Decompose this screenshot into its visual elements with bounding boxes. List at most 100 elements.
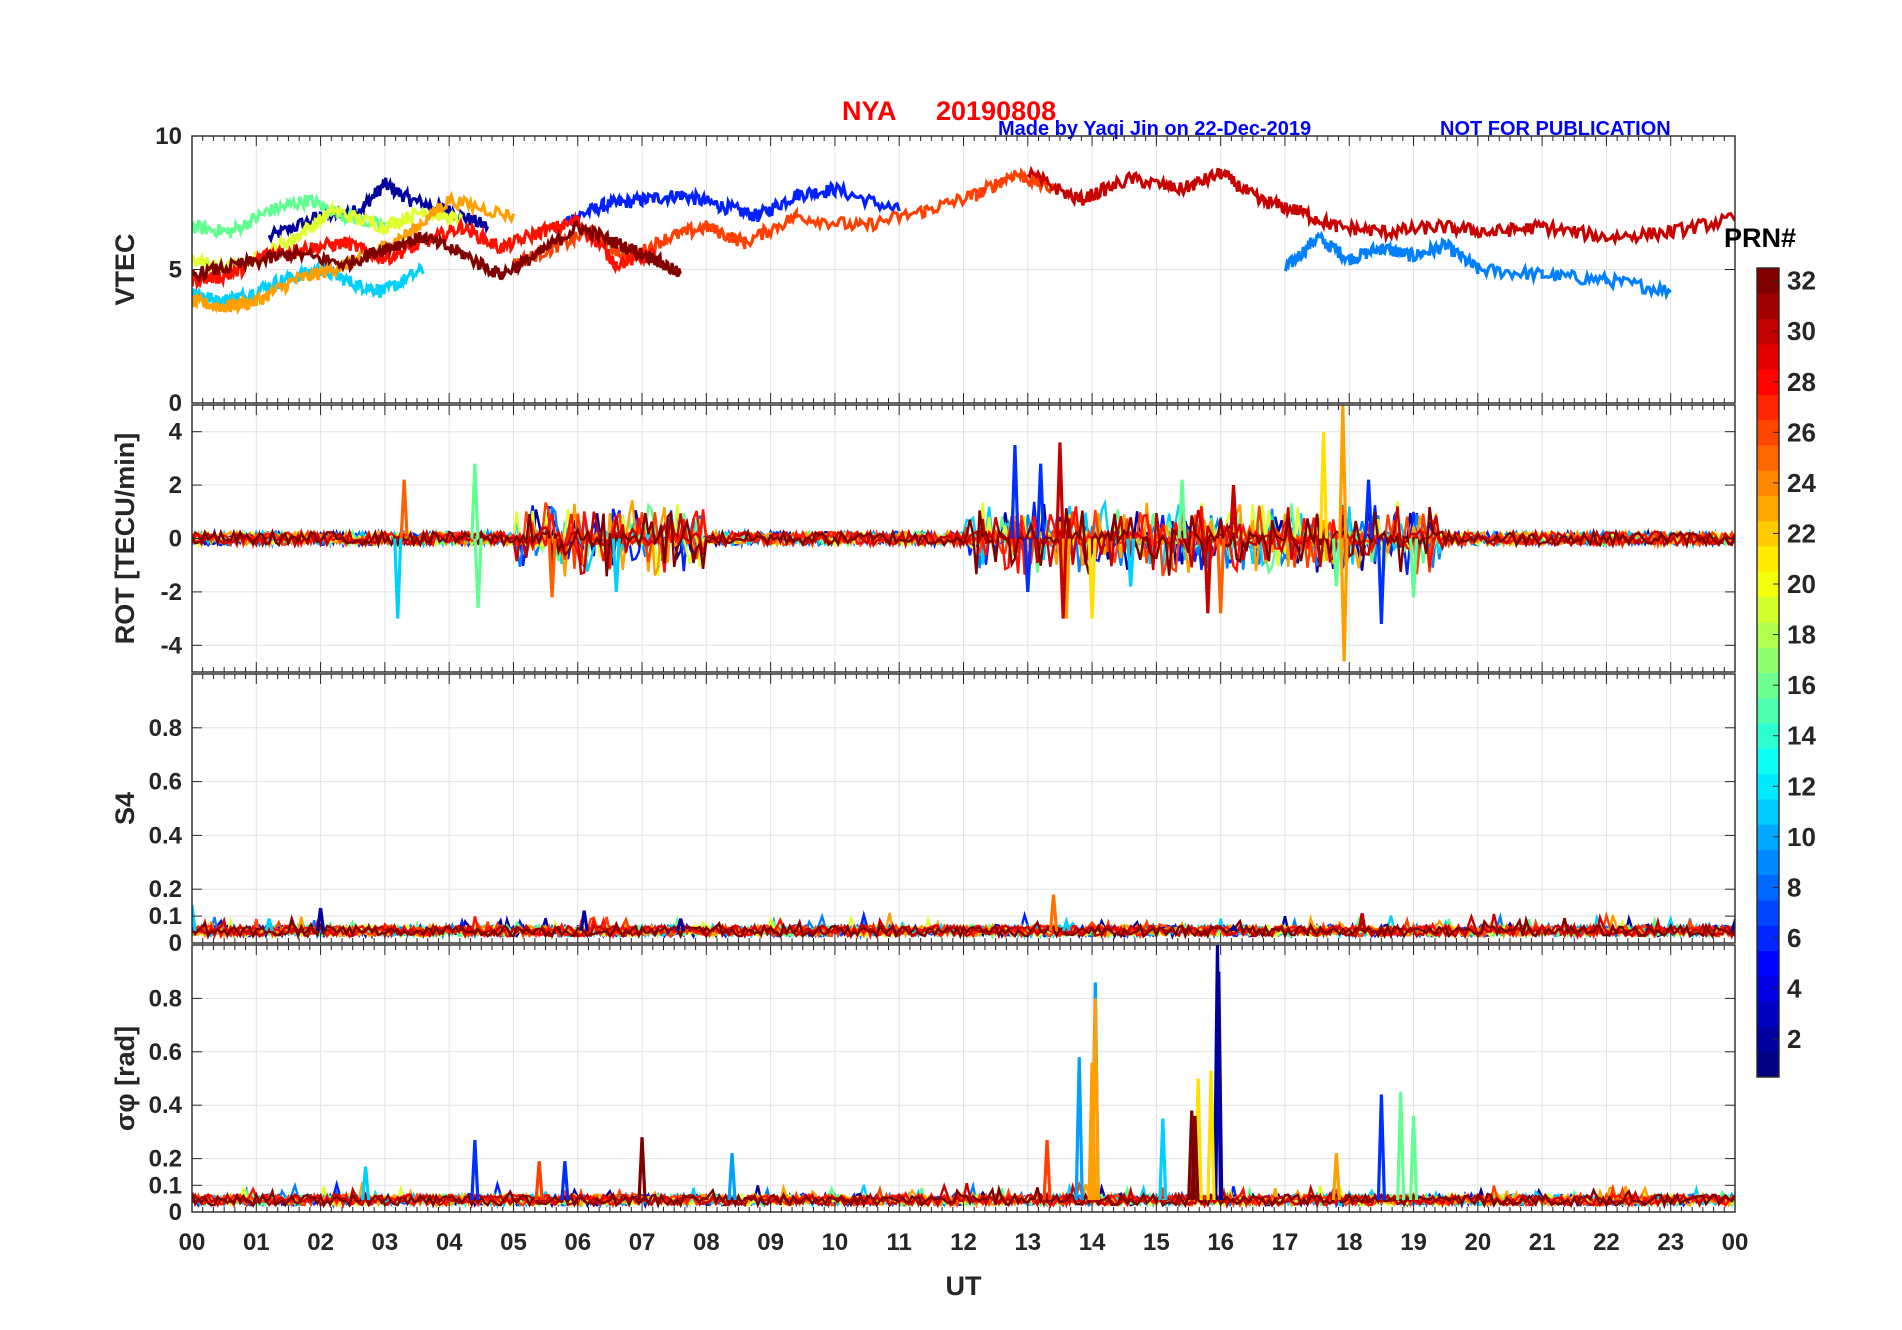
y-axis-label-sigma-phi: σφ [rad] (110, 1026, 140, 1131)
spike-prn-2 (1214, 971, 1224, 1201)
panel-sigma-phi: 00.10.2 0.4 0.6 0.8 σφ [rad] (110, 944, 1736, 1226)
colorbar-tick-label: 32 (1787, 266, 1816, 296)
colorbar-segment (1757, 798, 1779, 825)
x-tick-label: 13 (1014, 1229, 1041, 1256)
colorbar-segment (1757, 849, 1779, 876)
colorbar-segment (1757, 975, 1779, 1002)
x-tick-label: 19 (1400, 1229, 1427, 1256)
spike-prn-4 (560, 1161, 570, 1201)
colorbar-tick-label: 12 (1787, 771, 1816, 801)
spike-prn-2 (1730, 916, 1735, 932)
x-tick-label: 07 (629, 1229, 656, 1256)
y-tick-label: 0 (169, 1199, 182, 1226)
colorbar-segment (1757, 950, 1779, 977)
x-tick-label: 21 (1529, 1229, 1556, 1256)
colorbar-segment (1757, 546, 1779, 572)
x-tick-label: 15 (1143, 1229, 1170, 1256)
baseline-trace (192, 1184, 1735, 1210)
baseline-trace (192, 1182, 1735, 1209)
spike-prn-24 (1048, 894, 1059, 932)
ut-axis: 00 01 02 03 04 05 06 07 08 09 10 11 12 13 14 15 16 17 18 19… (179, 1229, 1749, 1301)
colorbar-segment (1757, 268, 1779, 294)
spike-prn-20 (1318, 431, 1329, 539)
x-tick-label: 05 (500, 1229, 527, 1256)
colorbar-segment (1757, 697, 1779, 724)
spike-prn-12 (360, 1166, 371, 1201)
y-axis-label-vtec: VTEC (110, 233, 140, 305)
trace-group (192, 165, 1735, 316)
y-tick-label: 4 (169, 419, 183, 446)
colorbar-segment (1757, 444, 1779, 471)
spike-prn-30 (1357, 913, 1367, 932)
panel-vtec: 0 5 10 VTEC (110, 123, 1736, 417)
spike-prn-12 (264, 918, 274, 932)
x-tick-label: 04 (436, 1229, 463, 1256)
spike-prn-32 (1190, 1115, 1200, 1201)
panel-s4: 00.10.2 0.4 0.6 0.8 S4 (110, 673, 1736, 957)
y-tick-label: 0.1 (149, 903, 182, 930)
publication-notice: NOT FOR PUBLICATION (1440, 118, 1671, 140)
y-tick-label: 2 (169, 472, 182, 499)
spike-prn-23 (1338, 405, 1348, 539)
colorbar-segment (1757, 419, 1779, 446)
y-tick-label: 0.6 (149, 1039, 182, 1066)
spike-prn-4 (1023, 538, 1033, 592)
spike-prn-25 (547, 538, 557, 598)
x-tick-label: 08 (693, 1229, 720, 1256)
x-tick-label: 06 (564, 1229, 591, 1256)
colorbar-segment (1757, 723, 1779, 749)
spike-prn-32 (637, 1137, 647, 1201)
colorbar-segment (1757, 748, 1779, 775)
vtec-series-prn-9 (1283, 230, 1672, 301)
colorbar-segment (1757, 925, 1779, 952)
y-tick-label: 5 (169, 257, 182, 284)
x-tick-label: 18 (1336, 1229, 1363, 1256)
colorbar-segment (1757, 470, 1779, 497)
spike-prn-26 (1042, 1139, 1052, 1201)
y-tick-label: -4 (161, 632, 183, 659)
vtec-series-prn-30 (1026, 165, 1735, 247)
colorbar-tick-label: 18 (1787, 620, 1816, 650)
spike-prn-23 (1339, 538, 1349, 662)
x-tick-label: 03 (372, 1229, 399, 1256)
spike-prn-30 (1055, 442, 1065, 539)
spike-prn-16 (1396, 1091, 1406, 1201)
x-tick-label: 17 (1272, 1229, 1299, 1256)
spike-prn-16 (1408, 538, 1419, 598)
spike-prn-4 (1010, 444, 1020, 539)
colorbar-tick-label: 4 (1787, 974, 1802, 1004)
colorbar-tick-label: 8 (1787, 872, 1801, 902)
date-title: 20190808 (936, 96, 1056, 126)
colorbar-segment (1757, 773, 1779, 800)
station-title: NYA (842, 96, 897, 126)
colorbar-segment (1757, 824, 1779, 850)
colorbar-segment (1757, 369, 1779, 395)
spike-prn-12 (1158, 1118, 1168, 1201)
spike-prn-2 (315, 907, 326, 932)
colorbar-tick-label: 24 (1787, 468, 1816, 498)
y-tick-label: 0.2 (149, 876, 182, 903)
colorbar-tick-label: 30 (1787, 316, 1816, 346)
spike-prn-12 (393, 538, 403, 619)
spike-prn-30 (1203, 538, 1213, 614)
y-tick-label: 0.1 (149, 1172, 182, 1199)
colorbar-segment (1757, 874, 1779, 901)
y-axis-label-s4: S4 (110, 792, 140, 825)
colorbar-segment (1757, 596, 1779, 623)
y-tick-label: -2 (161, 579, 182, 606)
spike-prn-2 (1229, 924, 1238, 932)
x-tick-label: 09 (757, 1229, 784, 1256)
spike-prn-16 (470, 463, 480, 539)
baseline-trace (192, 914, 1735, 940)
y-tick-label: 0.4 (149, 1092, 183, 1119)
panel-rot: -4 -2 0 2 4 ROT [TECU/min] (110, 404, 1736, 673)
y-tick-label: 0.6 (149, 769, 182, 796)
spike-prn-30 (1058, 538, 1068, 619)
y-tick-label: 10 (155, 123, 182, 150)
x-tick-label: 20 (1464, 1229, 1491, 1256)
colorbar-label: PRN# (1724, 223, 1796, 253)
